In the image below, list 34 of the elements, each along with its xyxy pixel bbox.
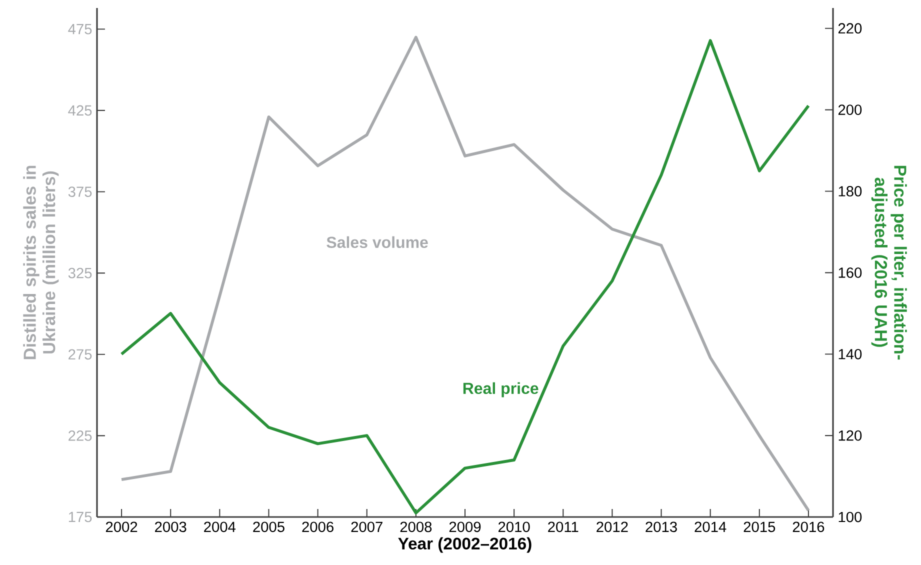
text: Sales volume [326, 236, 428, 248]
x-tick-label: 2014 [694, 522, 726, 532]
y-tick-label: 375 [68, 186, 92, 197]
y2-tick-label: 120 [838, 430, 862, 441]
x-tick-label: 2005 [253, 522, 284, 532]
x-tick-label: 2009 [449, 522, 481, 532]
y2-tick-label: 140 [838, 348, 862, 360]
y2-tick-label: 100 [838, 512, 862, 522]
y2-axis-title: Price per liter, inflation-adjusted (2016 UAH) [871, 166, 907, 360]
x-tick-label: 2011 [548, 522, 578, 532]
y-tick-label: 475 [68, 24, 92, 34]
x-axis-title: Year (2002–2016) [398, 537, 532, 553]
series-label: Real price [463, 382, 538, 398]
x-tick-label: 2004 [204, 522, 236, 532]
x-tick-label: 2016 [792, 522, 824, 532]
y-tick-label: 325 [68, 268, 92, 278]
y-tick-label: 425 [68, 105, 92, 116]
x-tick-label: 2007 [351, 522, 382, 532]
x-tick-label: 2002 [106, 522, 138, 532]
x-tick-label: 2006 [302, 522, 334, 532]
y-tick-label: 275 [68, 349, 92, 360]
x-tick-label: 2015 [744, 522, 776, 532]
y-axis-title: Distilled spirits sales in Ukraine (million liters) [23, 166, 59, 360]
x-tick-label: 2010 [498, 522, 530, 532]
y-tick-label: 175 [68, 512, 92, 522]
y2-tick-label: 220 [838, 23, 862, 34]
y2-tick-label: 180 [838, 186, 862, 196]
y2-tick-label: 160 [838, 268, 862, 278]
y2-tick-label: 200 [838, 104, 862, 115]
x-tick-label: 2008 [400, 522, 432, 532]
x-tick-label: 2012 [596, 522, 628, 532]
x-tick-label: 2003 [155, 522, 186, 532]
y-tick-label: 225 [68, 430, 92, 441]
x-tick-label: 2013 [646, 522, 677, 532]
